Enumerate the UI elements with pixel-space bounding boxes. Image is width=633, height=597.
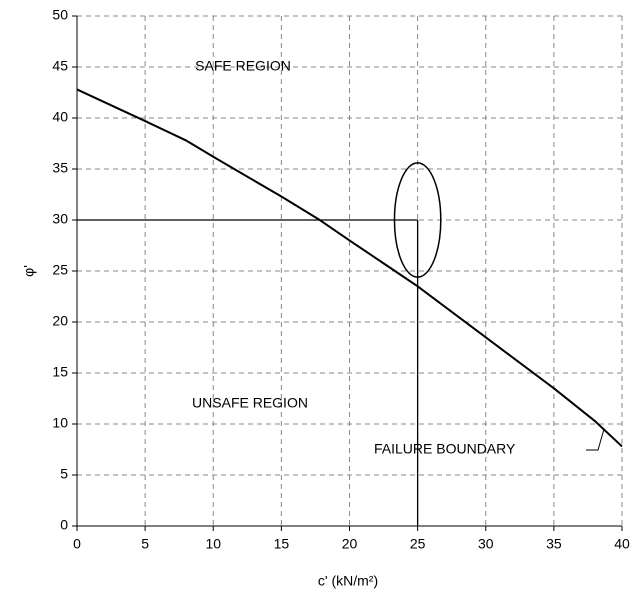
y-tick-label: 45 <box>52 58 68 74</box>
y-axis-label: φ' <box>21 265 37 277</box>
leader-line <box>586 428 605 451</box>
annotation: UNSAFE REGION <box>192 395 308 411</box>
x-tick-label: 20 <box>342 536 358 552</box>
x-tick-label: 10 <box>205 536 221 552</box>
x-tick-label: 35 <box>546 536 562 552</box>
annotation: FAILURE BOUNDARY <box>374 441 516 457</box>
y-tick-label: 20 <box>52 313 68 329</box>
y-tick-label: 40 <box>52 109 68 125</box>
y-tick-label: 5 <box>60 466 68 482</box>
x-tick-label: 25 <box>410 536 426 552</box>
y-tick-label: 30 <box>52 211 68 227</box>
y-tick-label: 50 <box>52 7 68 23</box>
annotation: SAFE REGION <box>195 58 291 74</box>
x-tick-label: 0 <box>73 536 81 552</box>
x-tick-label: 5 <box>141 536 149 552</box>
y-tick-label: 0 <box>60 517 68 533</box>
ellipse <box>393 162 442 278</box>
x-tick-label: 40 <box>614 536 630 552</box>
y-tick-label: 10 <box>52 415 68 431</box>
y-tick-label: 25 <box>52 262 68 278</box>
line <box>76 88 623 448</box>
y-tick-label: 35 <box>52 160 68 176</box>
y-tick-label: 15 <box>52 364 68 380</box>
x-tick-label: 15 <box>274 536 290 552</box>
x-tick-label: 30 <box>478 536 494 552</box>
x-axis-label: c' (kN/m²) <box>318 573 378 589</box>
